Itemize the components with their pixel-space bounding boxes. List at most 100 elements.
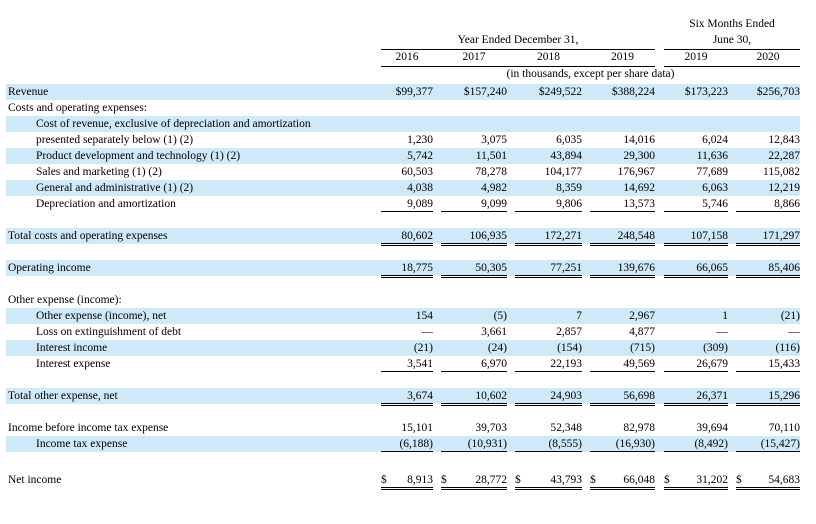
year-header-2017: 2017 bbox=[462, 51, 486, 63]
cell-value: 14,016 bbox=[623, 134, 655, 146]
cell-value: (24) bbox=[487, 342, 507, 354]
row-label: Other expense (income), net bbox=[36, 310, 167, 322]
cell-value: (309) bbox=[703, 342, 728, 354]
cell-value: 70,110 bbox=[768, 422, 800, 434]
cell-value: 15,296 bbox=[736, 388, 800, 406]
header-underline-annual bbox=[381, 49, 655, 50]
row-label: presented separately below (1) (2) bbox=[36, 134, 194, 146]
years-underline-interim bbox=[664, 66, 800, 67]
cell-value: 2,967 bbox=[629, 310, 655, 322]
cell-value: $66,048 bbox=[590, 474, 655, 490]
table-row: Total costs and operating expenses 80,602… bbox=[6, 228, 800, 246]
row-label: Income tax expense bbox=[36, 438, 128, 450]
cell-value: 3,674 bbox=[381, 388, 433, 406]
cell-value: 154 bbox=[415, 310, 433, 322]
cell-value: $249,522 bbox=[538, 86, 582, 98]
cell-value: 5,742 bbox=[407, 150, 433, 162]
cell-value: 172,271 bbox=[515, 228, 582, 246]
cell-value: 60,503 bbox=[401, 166, 433, 178]
cell-value: 9,099 bbox=[441, 196, 507, 212]
row-label: Sales and marketing (1) (2) bbox=[36, 166, 162, 178]
cell-value: 6,035 bbox=[556, 134, 582, 146]
cell-value: (6,188) bbox=[381, 436, 433, 452]
year-header-2018: 2018 bbox=[537, 51, 560, 63]
cell-value: 6,970 bbox=[441, 356, 507, 372]
cell-value: 107,158 bbox=[664, 228, 728, 246]
table-row: Total other expense, net 3,674 10,602 24,90… bbox=[6, 388, 800, 406]
cell-value: 24,903 bbox=[515, 388, 582, 406]
row-label: Revenue bbox=[8, 86, 49, 98]
row-label: Depreciation and amortization bbox=[36, 198, 176, 210]
cell-value: 18,775 bbox=[381, 260, 433, 278]
cell-value: 6,024 bbox=[702, 134, 728, 146]
cell-value: 66,065 bbox=[664, 260, 728, 278]
table-row: Net income $8,913 $28,772 $43,793 $66,048 $31… bbox=[6, 472, 800, 490]
row-label: Total other expense, net bbox=[8, 390, 118, 402]
table-row: presented separately below (1) (2) 1,230 3… bbox=[6, 132, 800, 148]
cell-value: 39,694 bbox=[696, 422, 728, 434]
year-header-2020-interim: 2020 bbox=[756, 51, 780, 63]
cell-value: 52,348 bbox=[550, 422, 582, 434]
table-row: Income before income tax expense 15,101 39… bbox=[6, 420, 800, 436]
cell-value: 56,698 bbox=[590, 388, 655, 406]
cell-value: 77,689 bbox=[696, 166, 728, 178]
cell-value: 50,305 bbox=[441, 260, 507, 278]
table-row: Sales and marketing (1) (2) 60,503 78,278 1… bbox=[6, 164, 800, 180]
cell-value: (15,427) bbox=[736, 436, 800, 452]
cell-value: — bbox=[716, 326, 729, 338]
cell-value: (16,930) bbox=[590, 436, 655, 452]
cell-value: 15,433 bbox=[736, 356, 800, 372]
cell-value: (21) bbox=[780, 310, 800, 322]
cell-value: 12,843 bbox=[768, 134, 800, 146]
cell-value: 29,300 bbox=[623, 150, 655, 162]
cell-value: 7 bbox=[576, 310, 582, 322]
cell-value: 8,866 bbox=[736, 196, 800, 212]
row-label: Cost of revenue, exclusive of depreciati… bbox=[36, 118, 311, 130]
table-row: Product development and technology (1) (… bbox=[6, 148, 800, 164]
row-label: Interest expense bbox=[36, 358, 111, 370]
year-header-2019-interim: 2019 bbox=[684, 51, 708, 63]
cell-value: $99,377 bbox=[395, 86, 433, 98]
table-row: Operating income 18,775 50,305 77,251 139,67… bbox=[6, 260, 800, 278]
cell-value: 4,982 bbox=[481, 182, 507, 194]
year-ended-header: Year Ended December 31, bbox=[457, 34, 579, 46]
table-row: Depreciation and amortization 9,089 9,099 9… bbox=[6, 196, 800, 212]
cell-value: 11,501 bbox=[475, 150, 507, 162]
cell-value: 115,082 bbox=[763, 166, 800, 178]
units-note: (in thousands, except per share data) bbox=[506, 68, 675, 80]
cell-value: 85,406 bbox=[736, 260, 800, 278]
table-row: Other expense (income), net 154 (5) 7 2,967 1… bbox=[6, 308, 800, 324]
table-row: Income tax expense (6,188) (10,931) (8,555)… bbox=[6, 436, 800, 452]
header-underline-interim bbox=[664, 49, 800, 50]
row-label: Other expense (income): bbox=[8, 294, 122, 306]
cell-value: 80,602 bbox=[381, 228, 433, 246]
cell-value: 49,569 bbox=[590, 356, 655, 372]
cell-value: 8,359 bbox=[556, 182, 582, 194]
six-months-header-line2: June 30, bbox=[712, 34, 752, 46]
cell-value: 14,692 bbox=[623, 182, 655, 194]
cell-value: 3,661 bbox=[481, 326, 507, 338]
cell-value: 9,089 bbox=[381, 196, 433, 212]
row-label: Interest income bbox=[36, 342, 108, 354]
cell-value: (116) bbox=[775, 342, 800, 354]
cell-value: 1 bbox=[722, 310, 728, 322]
cell-value: 13,573 bbox=[590, 196, 655, 212]
cell-value: 22,193 bbox=[515, 356, 582, 372]
cell-value: 176,967 bbox=[617, 166, 655, 178]
cell-value: $157,240 bbox=[463, 86, 507, 98]
cell-value: 5,746 bbox=[664, 196, 728, 212]
cell-value: 171,297 bbox=[736, 228, 800, 246]
table-row: Interest expense 3,541 6,970 22,193 49,569 26… bbox=[6, 356, 800, 372]
cell-value: 26,371 bbox=[664, 388, 728, 406]
cell-value: 12,219 bbox=[768, 182, 800, 194]
cell-value: 15,101 bbox=[401, 422, 433, 434]
years-underline-annual bbox=[381, 66, 655, 67]
cell-value: $28,772 bbox=[441, 474, 507, 490]
cell-value: 248,548 bbox=[590, 228, 655, 246]
cell-value: (21) bbox=[413, 342, 433, 354]
cell-value: $256,703 bbox=[756, 86, 800, 98]
cell-value: (10,931) bbox=[441, 436, 507, 452]
cell-value: (5) bbox=[493, 310, 507, 322]
cell-value: 10,602 bbox=[441, 388, 507, 406]
six-months-header-line1: Six Months Ended bbox=[689, 18, 775, 30]
